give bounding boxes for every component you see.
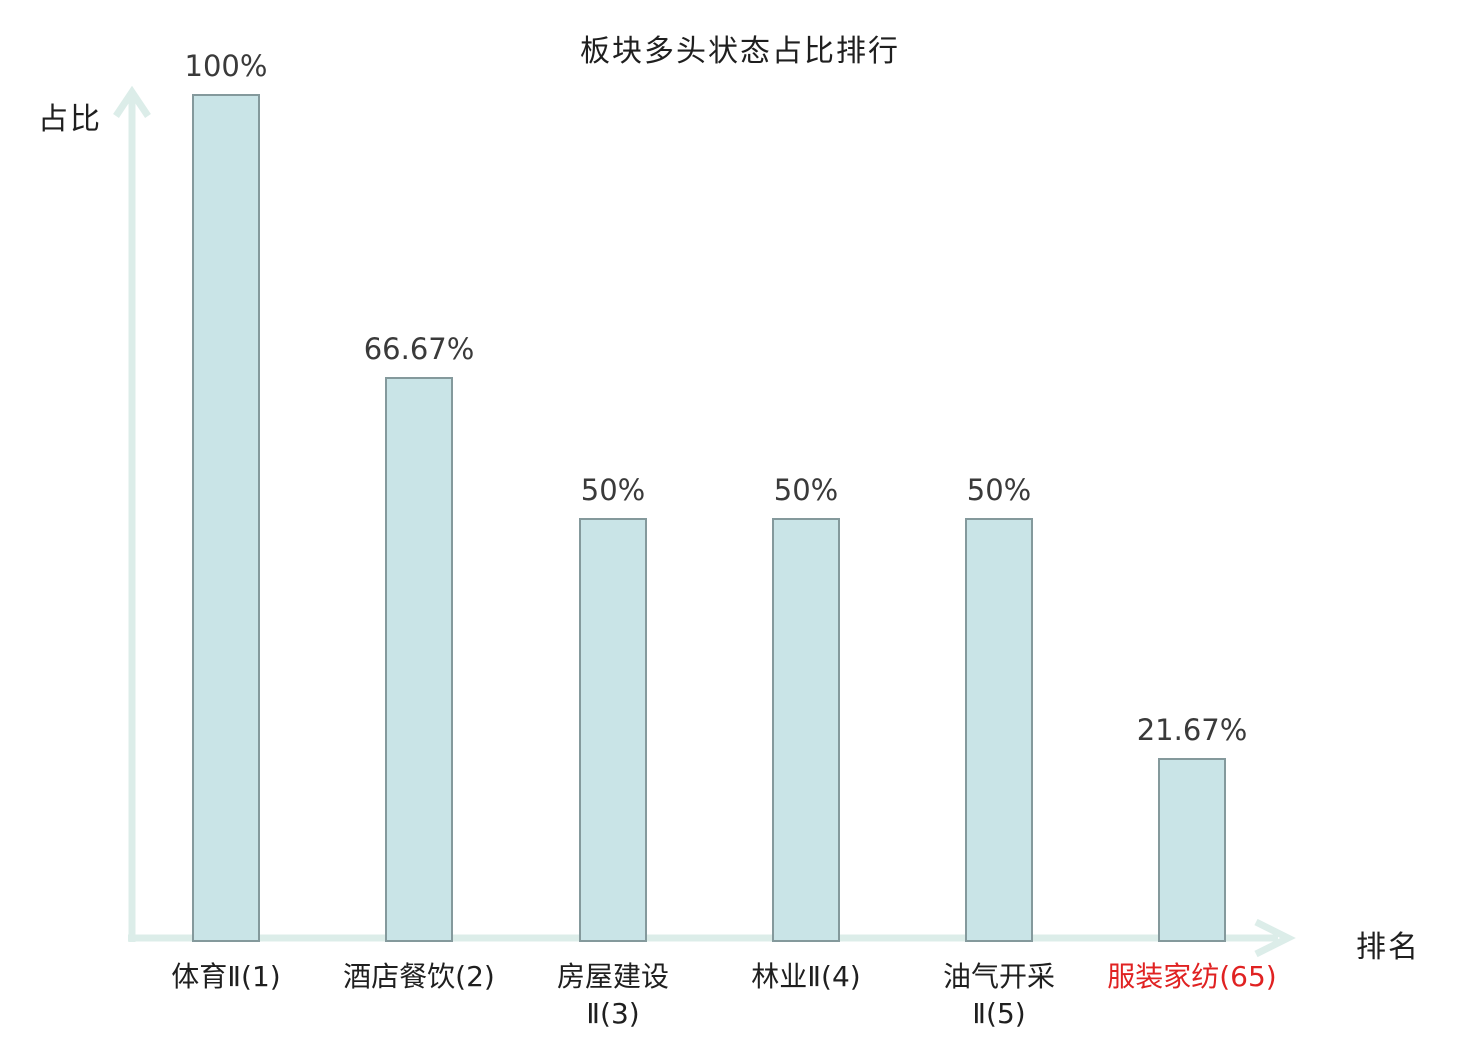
bar-value-label: 66.67% bbox=[363, 332, 475, 366]
category-label: 酒店餐饮(2) bbox=[314, 958, 524, 995]
category-label-line: 房屋建设 bbox=[556, 960, 669, 993]
x-axis bbox=[128, 918, 1296, 958]
bar bbox=[1158, 758, 1226, 942]
bar bbox=[965, 518, 1033, 942]
category-label: 油气开采 Ⅱ(5) bbox=[894, 958, 1104, 1032]
category-label-line: 酒店餐饮(2) bbox=[343, 960, 495, 993]
y-axis bbox=[113, 85, 151, 942]
bar bbox=[579, 518, 647, 942]
bar-value-label: 50% bbox=[773, 473, 839, 507]
category-label-line: Ⅱ(3) bbox=[586, 997, 640, 1030]
bar-value-label: 100% bbox=[184, 49, 268, 83]
bar bbox=[772, 518, 840, 942]
bar-value-label: 50% bbox=[580, 473, 646, 507]
bar-value-label: 50% bbox=[966, 473, 1032, 507]
category-label: 体育Ⅱ(1) bbox=[121, 958, 331, 995]
category-label-line: 林业Ⅱ(4) bbox=[751, 960, 861, 993]
bar bbox=[192, 94, 260, 942]
bar bbox=[385, 377, 453, 942]
y-axis-label: 占比 bbox=[38, 102, 102, 137]
category-label-line: Ⅱ(5) bbox=[972, 997, 1026, 1030]
x-axis-label: 排名 bbox=[1356, 930, 1420, 965]
category-label-line: 体育Ⅱ(1) bbox=[171, 960, 281, 993]
category-label: 房屋建设 Ⅱ(3) bbox=[508, 958, 718, 1032]
category-label-line: 油气开采 bbox=[942, 960, 1055, 993]
category-label: 服装家纺(65) bbox=[1087, 958, 1297, 995]
category-label-line: 服装家纺(65) bbox=[1107, 960, 1277, 993]
bar-value-label: 21.67% bbox=[1136, 713, 1248, 747]
chart-title: 板块多头状态占比排行 bbox=[580, 34, 900, 69]
category-label: 林业Ⅱ(4) bbox=[701, 958, 911, 995]
